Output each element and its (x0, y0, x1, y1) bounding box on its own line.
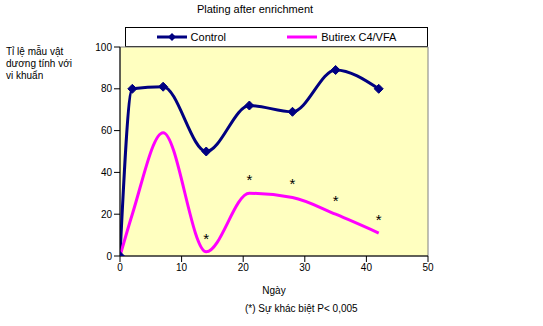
svg-text:80: 80 (101, 83, 113, 94)
svg-text:60: 60 (101, 125, 113, 136)
svg-text:30: 30 (299, 262, 311, 273)
svg-text:Ngày: Ngày (262, 285, 285, 296)
html-text:Control: Control (190, 31, 226, 43)
svg-text:40: 40 (361, 262, 373, 273)
svg-text:*: * (376, 211, 382, 228)
svg-text:0: 0 (117, 262, 123, 273)
html-text:Plating after enrichment: Plating after enrichment (196, 3, 314, 15)
svg-text:20: 20 (238, 262, 250, 273)
svg-text:*: * (203, 230, 209, 247)
svg-text:*: * (333, 192, 339, 209)
svg-text:*: * (290, 175, 296, 192)
html-text:(*) Sự khác biệt P< 0,005: (*) Sự khác biệt P< 0,005 (245, 303, 358, 314)
svg-text:*: * (246, 171, 252, 188)
svg-text:50: 50 (422, 262, 434, 273)
svg-text:100: 100 (95, 42, 112, 53)
svg-text:0: 0 (106, 251, 112, 262)
svg-text:20: 20 (101, 209, 113, 220)
html-text:Butirex C4/VFA: Butirex C4/VFA (321, 31, 397, 43)
svg-text:40: 40 (101, 167, 113, 178)
html-text:Tỉ lệ mẫu vật dương tính với v: Tỉ lệ mẫu vật dương tính với vi khuẩn (6, 46, 72, 81)
svg-text:10: 10 (176, 262, 188, 273)
